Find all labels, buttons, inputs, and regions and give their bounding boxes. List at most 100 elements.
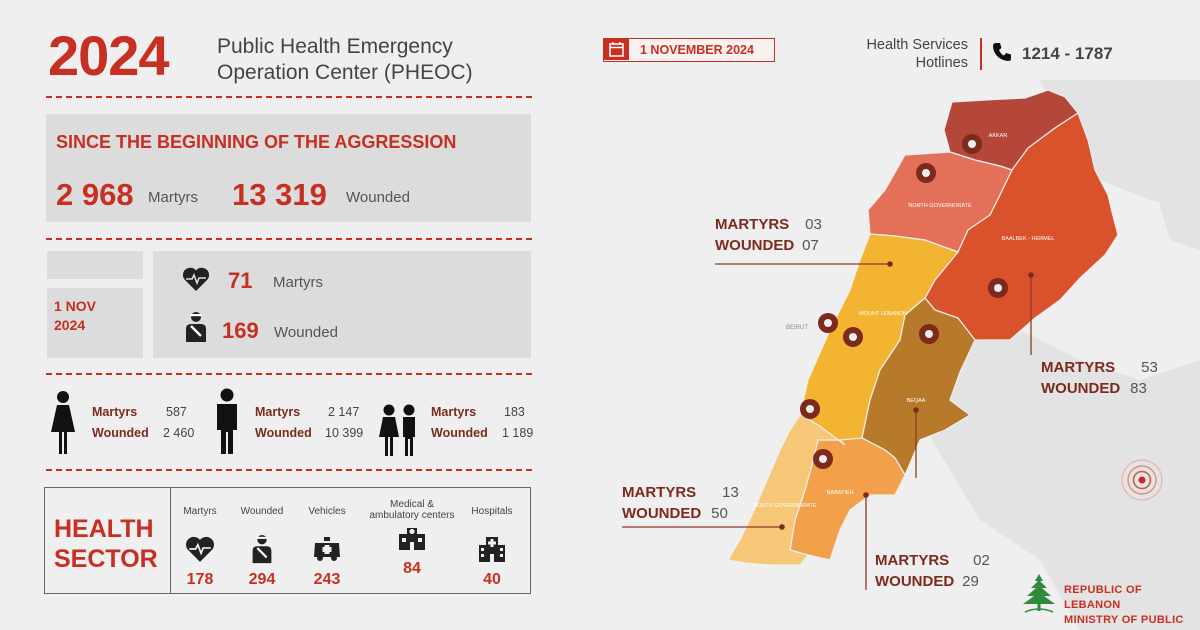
callout-martyrs-label: MARTYRS [875,552,950,569]
hotline-label-line1: Health Services [866,37,968,53]
label-nabatieh: NABATIEH [826,490,853,496]
hospital-icon [479,537,505,562]
callout-wounded-value: 07 [802,237,819,254]
men-martyrs-label: Martyrs [255,405,301,419]
label-beirut: BEIRUT [786,325,808,331]
label-south: SOUTH GOVERNORATE [753,503,816,509]
totals-panel [46,114,531,222]
hs-wounded-value: 294 [248,571,276,588]
women-wounded-label: Wounded [92,426,149,440]
callout-martyrs-value: 53 [1141,359,1158,376]
phone-icon [993,43,1011,61]
children-martyrs-label: Martyrs [431,405,477,419]
hotline-label-line2: Hotlines [915,55,968,71]
daily-wounded-label: Wounded [274,324,338,341]
report-date: 1 NOVEMBER 2024 [640,43,754,57]
ministry-line2: MINISTRY OF PUBLIC HEALTH [1064,614,1184,630]
cedar-logo-icon [1023,574,1055,613]
label-beqaa: BEQAA [907,398,926,404]
location-markers [800,134,1008,469]
daily-martyrs-label: Martyrs [273,274,323,291]
total-wounded-value: 13 319 [232,177,327,212]
pheoc-title-line2: Operation Center (PHEOC) [217,61,473,84]
hs-vehicles-label: Vehicles [308,506,346,517]
pheoc-title-line1: Public Health Emergency [217,35,453,58]
hs-centers-label: Medical & ambulatory centers [369,499,455,521]
heart-pulse-icon [182,267,210,291]
health-sector-title-line1: HEALTH [54,515,154,543]
daily-wounded-value: 169 [222,318,259,343]
label-akkar: AKKAR [989,133,1008,139]
date-badge: 1 NOVEMBER 2024 [603,38,775,62]
hotline-numbers: 1214 - 1787 [1022,44,1113,63]
daily-date-line2: 2024 [54,317,86,333]
label-mount-lebanon: MOUNT LEBANON [859,311,907,317]
health-sector-title: HEALTH SECTOR [54,514,158,574]
hotline-label: Health Services Hotlines [830,36,968,72]
date-tab-blank [47,251,143,279]
callout-wounded-value: 29 [962,573,979,590]
hs-hospitals-label: Hospitals [471,506,513,517]
label-baalbek: BAALBEK - HERMEL [1002,236,1055,242]
children-martyrs-value: 183 [504,405,525,419]
hs-wounded-label: Wounded [240,506,284,517]
divider [46,238,532,240]
wounded-person-icon [186,312,206,342]
daily-martyrs-value: 71 [228,268,253,293]
callout-wounded-label: WOUNDED [622,505,702,522]
ministry-name: REPUBLIC OF LEBANON MINISTRY OF PUBLIC H… [1064,583,1200,630]
men-martyrs-value: 2 147 [328,405,360,419]
target-marker-icon [1121,459,1163,501]
callout-wounded-label: WOUNDED [875,573,955,590]
hs-vehicles: Vehicles 243 [282,506,372,589]
hs-hospitals: Hospitals 40 [447,506,537,589]
health-sector-title-line2: SECTOR [54,545,158,573]
background-land [920,80,1200,630]
children-wounded-value: 1 189 [502,426,534,440]
total-martyrs-label: Martyrs [148,189,198,206]
year-title: 2024 [48,24,170,87]
women-martyrs-label: Martyrs [92,405,138,419]
totals-heading: SINCE THE BEGINNING OF THE AGGRESSION [56,132,457,152]
health-sector-panel [44,487,531,594]
health-sector-divider [170,488,171,593]
daily-date-line1: 1 NOV [54,298,97,314]
hs-centers-value: 84 [403,560,421,577]
callout-baalbek: MARTYRS 53 WOUNDED 83 [1041,357,1158,399]
man-icon [217,388,237,454]
callout-martyrs-label: MARTYRS [622,484,697,501]
children-icon [379,404,415,456]
women-wounded-value: 2 460 [163,426,195,440]
callout-martyrs-value: 13 [722,484,739,501]
medical-center-icon [399,528,425,550]
men-wounded-label: Wounded [255,426,312,440]
callout-martyrs-value: 03 [805,216,822,233]
hs-martyrs-label: Martyrs [183,506,217,517]
ambulance-icon [314,537,340,561]
callout-martyrs-label: MARTYRS [715,216,790,233]
callout-wounded-value: 83 [1130,380,1147,397]
region-baalbek [924,112,1119,341]
hotline-divider [980,38,982,70]
daily-stats-panel [153,251,531,358]
divider [46,96,532,98]
children-wounded-label: Wounded [431,426,488,440]
heart-pulse-icon [186,536,214,562]
callout-south: MARTYRS 13 WOUNDED 50 [622,482,739,524]
divider [46,373,532,375]
region-beqaa [861,297,976,477]
callout-wounded-label: WOUNDED [1041,380,1121,397]
ministry-line1: REPUBLIC OF LEBANON [1064,584,1142,611]
hs-vehicles-value: 243 [313,571,341,588]
total-wounded-label: Wounded [346,189,410,206]
label-north: NORTH GOVERNORATE [908,203,972,209]
pheoc-title: Public Health Emergency Operation Center… [217,34,547,86]
men-wounded-value: 10 399 [325,426,364,440]
daily-date-panel: 1 NOV 2024 [47,288,143,358]
callout-martyrs-value: 02 [973,552,990,569]
hs-martyrs-value: 178 [186,571,214,588]
calendar-icon [604,39,629,60]
women-martyrs-value: 587 [166,405,187,419]
divider [46,469,532,471]
wounded-person-icon [252,534,272,564]
